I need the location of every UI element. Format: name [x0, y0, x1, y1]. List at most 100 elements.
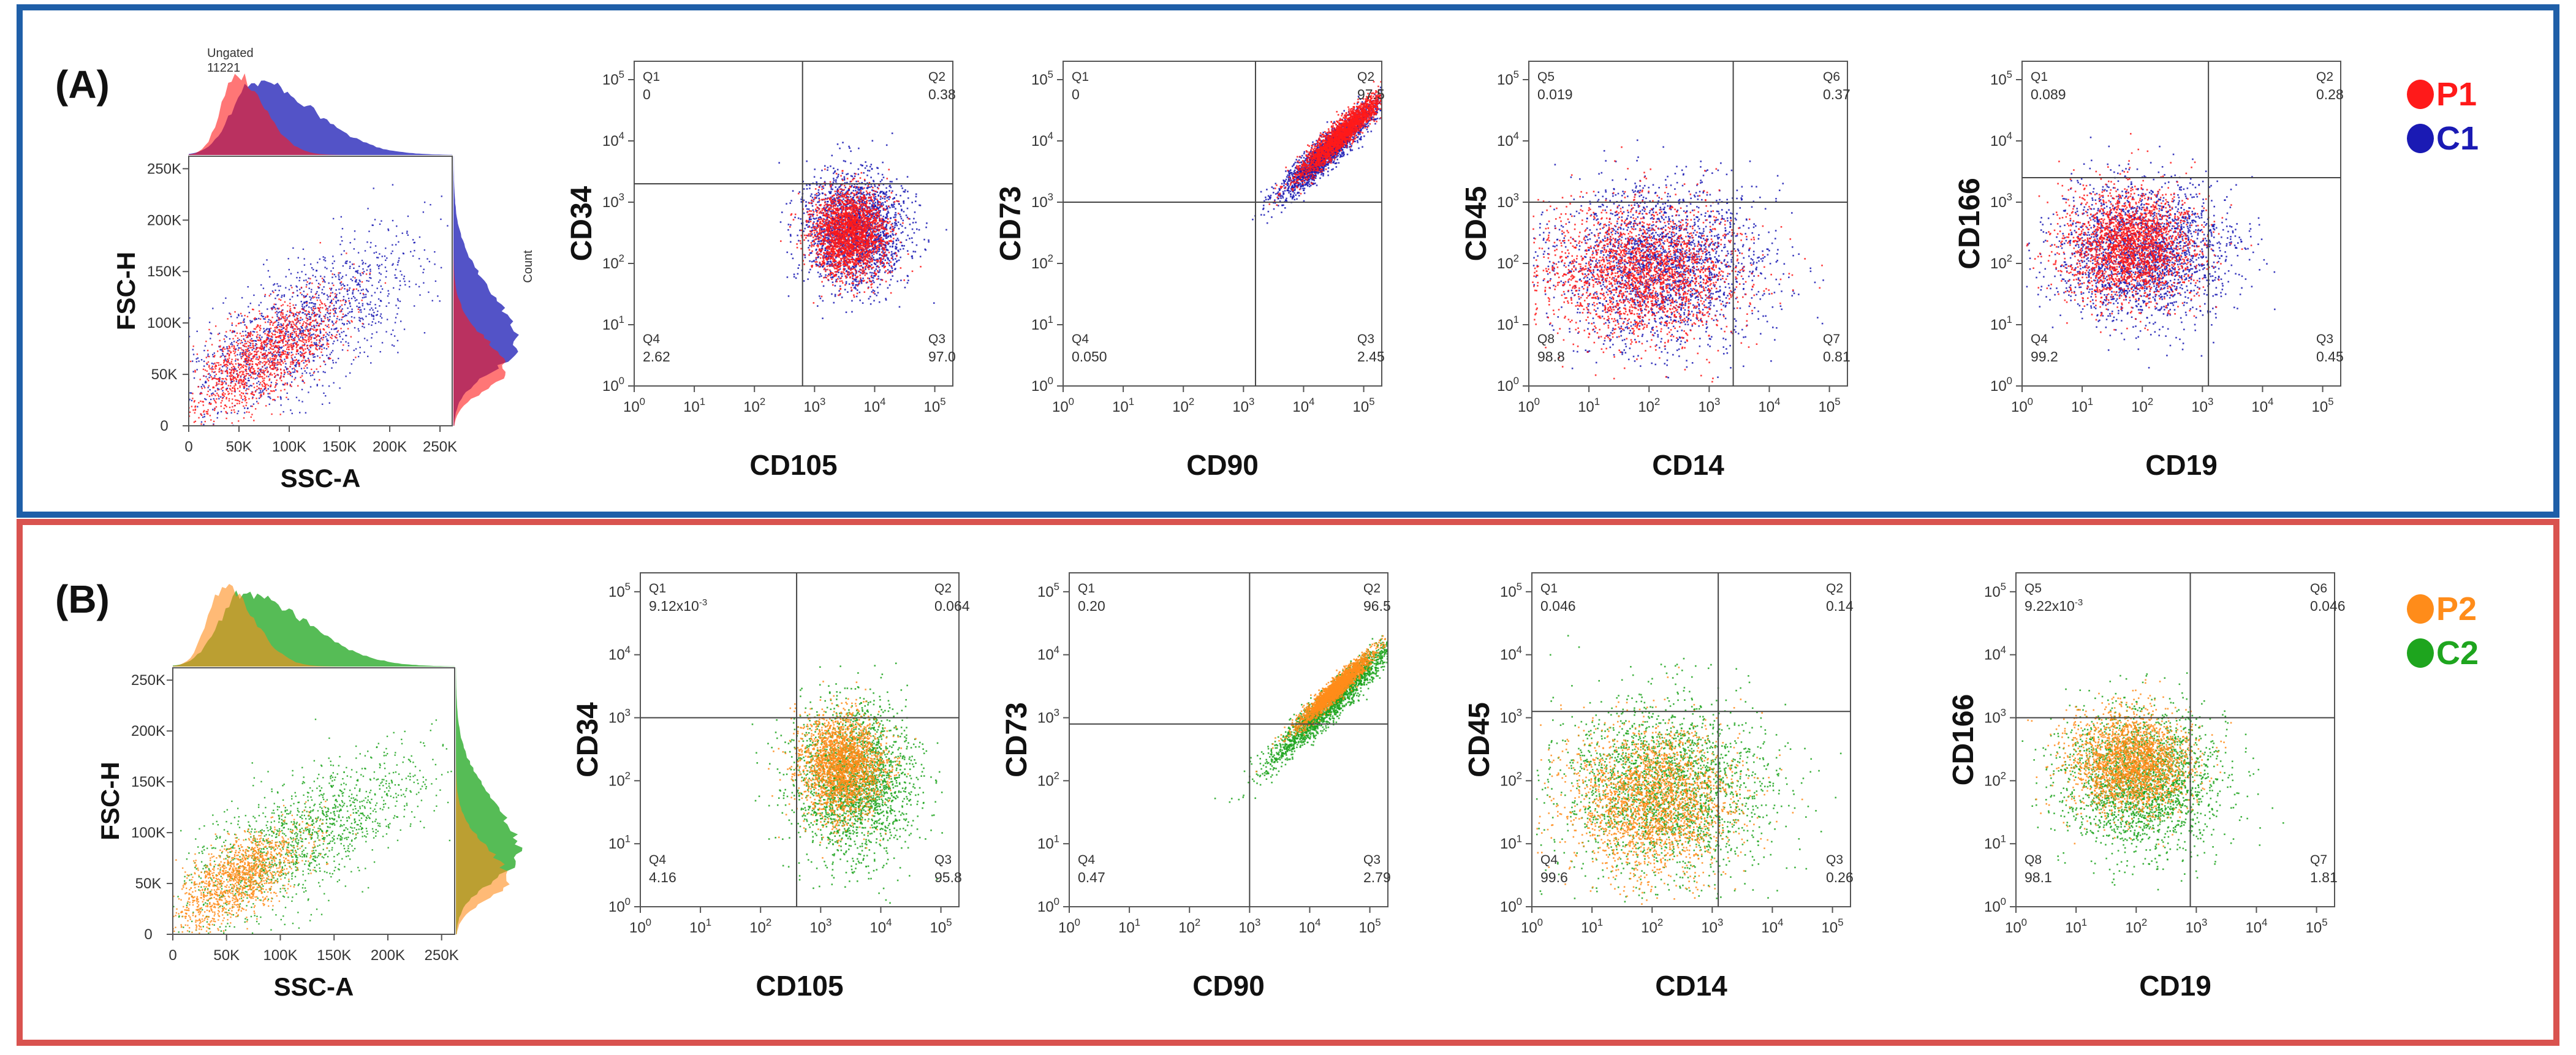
y-tick-label: 50K [151, 366, 178, 383]
point [330, 352, 333, 354]
point [210, 338, 211, 339]
point [860, 281, 862, 283]
point [208, 403, 210, 405]
point [886, 212, 888, 214]
point [849, 205, 851, 207]
point [895, 268, 896, 270]
point [843, 198, 844, 200]
point [290, 355, 292, 357]
point [395, 244, 397, 246]
point [419, 236, 421, 238]
point [779, 221, 782, 223]
point [366, 289, 368, 292]
point [220, 369, 222, 371]
point [349, 261, 351, 263]
point [837, 173, 839, 176]
point [246, 385, 248, 387]
point [874, 238, 877, 241]
point [892, 222, 893, 225]
point [237, 344, 238, 347]
point [243, 380, 245, 382]
point [369, 246, 371, 248]
point [301, 375, 303, 377]
point [877, 275, 879, 278]
point [251, 358, 252, 360]
point [876, 206, 878, 208]
point [322, 339, 324, 341]
point [240, 352, 241, 354]
point [284, 388, 286, 391]
point [827, 206, 828, 208]
point [305, 310, 307, 312]
point [863, 211, 865, 214]
point [292, 329, 294, 331]
point [866, 170, 869, 172]
point [273, 368, 275, 369]
point [238, 380, 240, 382]
point [787, 229, 789, 231]
point [234, 369, 236, 371]
point [274, 362, 276, 364]
point [813, 176, 816, 178]
point [328, 312, 330, 315]
point [854, 240, 857, 242]
point [377, 257, 379, 259]
point [311, 314, 313, 316]
point [259, 335, 261, 336]
point [284, 360, 286, 363]
point [381, 263, 383, 266]
point [331, 335, 333, 337]
point [248, 366, 250, 368]
point [229, 385, 232, 387]
point [212, 409, 214, 410]
point [792, 190, 794, 192]
point [352, 359, 355, 361]
point [882, 183, 885, 186]
point [881, 254, 883, 257]
point [225, 388, 227, 391]
point [868, 223, 870, 225]
point [896, 260, 898, 262]
point [313, 268, 314, 271]
point [336, 318, 338, 320]
point [800, 201, 803, 203]
point [352, 292, 354, 293]
point [393, 335, 396, 337]
point [879, 191, 882, 193]
point [314, 307, 317, 309]
point [410, 251, 412, 253]
point [887, 287, 889, 289]
point [259, 373, 261, 376]
point [323, 316, 325, 317]
point [300, 336, 301, 338]
point [250, 359, 252, 361]
point [211, 393, 213, 395]
point [321, 337, 323, 339]
point [289, 302, 291, 304]
point [249, 369, 251, 371]
point [805, 224, 808, 226]
point [238, 403, 240, 404]
point [225, 355, 227, 357]
point [282, 317, 284, 319]
point [839, 192, 842, 195]
point [295, 358, 298, 361]
point [919, 204, 922, 206]
point [830, 188, 833, 190]
point [914, 200, 917, 202]
point [193, 421, 195, 423]
point [308, 333, 309, 335]
point [335, 361, 337, 363]
point [327, 308, 329, 310]
point [915, 221, 917, 224]
point [189, 415, 191, 417]
point [837, 175, 839, 178]
point [242, 366, 244, 368]
point [829, 210, 832, 213]
point [256, 377, 258, 379]
point [332, 217, 335, 220]
point [264, 293, 267, 296]
point [871, 168, 873, 170]
point [868, 229, 869, 231]
